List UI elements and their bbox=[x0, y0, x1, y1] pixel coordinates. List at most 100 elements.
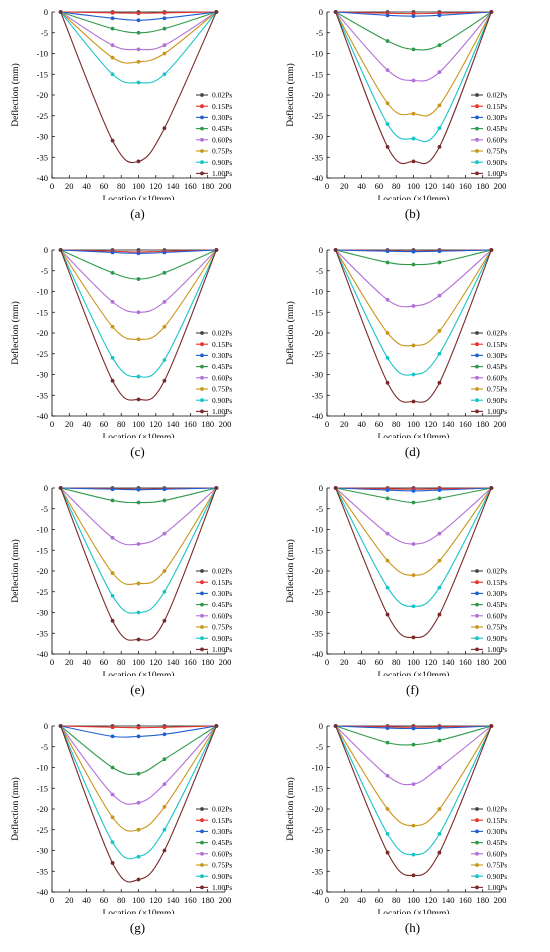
chart-panel-a: 0 20 40 60 80 100 120 140 160 180 200 0 -5 -10 -15 -20 -… bbox=[0, 0, 275, 238]
x-tick-label: 180 bbox=[201, 419, 214, 429]
y-tick-label: -10 bbox=[37, 287, 48, 297]
y-tick-label: -25 bbox=[312, 825, 323, 835]
data-point bbox=[411, 500, 416, 505]
x-tick-label: 140 bbox=[442, 657, 455, 667]
x-axis-title: Location (×10mm) bbox=[377, 432, 449, 438]
x-tick-label: 80 bbox=[117, 657, 126, 667]
legend-swatch-marker bbox=[200, 580, 204, 585]
legend-swatch-marker bbox=[200, 807, 204, 811]
legend-label: 0.90Ps bbox=[212, 396, 232, 405]
data-point bbox=[411, 635, 416, 640]
data-point bbox=[110, 26, 115, 31]
x-axis-title: Location (×10mm) bbox=[102, 194, 174, 200]
x-tick-label: 20 bbox=[65, 419, 74, 429]
legend-label: 0.15Ps bbox=[487, 816, 507, 825]
series-line bbox=[60, 249, 217, 340]
data-point bbox=[58, 248, 63, 252]
data-point bbox=[136, 374, 141, 379]
data-point bbox=[385, 356, 390, 360]
data-point bbox=[110, 43, 115, 48]
data-point bbox=[489, 724, 494, 728]
legend-label: 0.90Ps bbox=[487, 396, 507, 405]
series-0.60Ps bbox=[333, 248, 494, 308]
legend-label: 0.02Ps bbox=[212, 567, 232, 576]
data-point bbox=[214, 724, 219, 728]
legend-label: 0.02Ps bbox=[212, 91, 232, 100]
data-point bbox=[437, 496, 442, 501]
data-point bbox=[162, 126, 167, 131]
data-point bbox=[136, 827, 141, 832]
data-point bbox=[110, 618, 115, 623]
x-tick-label: 20 bbox=[65, 895, 74, 905]
data-point bbox=[385, 850, 390, 855]
data-point bbox=[385, 122, 390, 126]
y-tick-label: -25 bbox=[37, 111, 48, 121]
x-tick-label: 20 bbox=[340, 181, 349, 191]
x-tick-label: 120 bbox=[149, 895, 162, 905]
data-point bbox=[411, 14, 416, 19]
x-tick-label: 200 bbox=[219, 419, 232, 429]
y-tick-label: 0 bbox=[319, 483, 323, 493]
y-tick-label: -5 bbox=[316, 266, 323, 276]
legend-swatch-marker bbox=[200, 863, 204, 867]
x-tick-label: 200 bbox=[494, 419, 507, 429]
legend-label: 0.30Ps bbox=[487, 351, 507, 360]
series-0.75Ps bbox=[333, 724, 494, 828]
data-point bbox=[437, 765, 442, 770]
legend-swatch-marker bbox=[475, 387, 479, 391]
panel-label: (h) bbox=[404, 920, 421, 935]
y-axis-title: Deflection (mm) bbox=[10, 539, 21, 603]
x-tick-label: 60 bbox=[375, 895, 384, 905]
x-axis-title: Location (×10mm) bbox=[102, 670, 174, 676]
data-point bbox=[385, 726, 390, 730]
legend-swatch-marker bbox=[475, 636, 479, 641]
y-tick-label: -40 bbox=[37, 173, 48, 183]
x-tick-label: 200 bbox=[219, 895, 232, 905]
y-tick-label: -25 bbox=[312, 349, 323, 359]
x-tick-label: 0 bbox=[325, 181, 329, 191]
data-point bbox=[385, 68, 390, 72]
legend-label: 0.90Ps bbox=[212, 634, 232, 643]
data-point bbox=[385, 612, 390, 617]
data-point bbox=[411, 852, 416, 857]
legend-label: 0.15Ps bbox=[212, 340, 232, 349]
x-tick-label: 140 bbox=[167, 895, 180, 905]
x-tick-label: 0 bbox=[50, 419, 54, 429]
x-tick-label: 160 bbox=[459, 419, 472, 429]
legend-swatch-marker bbox=[475, 647, 479, 652]
deflection-chart: 0 20 40 60 80 100 120 140 160 180 200 0 -5 -10 -15 -20 -… bbox=[285, 7, 507, 200]
x-tick-label: 160 bbox=[184, 657, 197, 667]
legend-swatch-marker bbox=[200, 874, 204, 879]
data-point bbox=[385, 773, 390, 778]
deflection-chart: 0 20 40 60 80 100 120 140 160 180 200 0 -5 -10 -15 -20 -… bbox=[10, 245, 232, 438]
y-tick-label: -20 bbox=[312, 328, 323, 338]
legend-label: 0.45Ps bbox=[212, 124, 232, 133]
x-tick-label: 120 bbox=[424, 181, 437, 191]
panel-label: (d) bbox=[404, 444, 421, 459]
y-tick-label: -10 bbox=[312, 763, 323, 773]
data-point bbox=[437, 380, 442, 385]
legend-label: 0.02Ps bbox=[487, 805, 507, 814]
data-point bbox=[136, 800, 141, 805]
legend-label: 1.00Ps bbox=[487, 883, 507, 892]
data-point bbox=[333, 248, 338, 252]
legend-swatch-marker bbox=[475, 149, 479, 153]
deflection-chart: 0 20 40 60 80 100 120 140 160 180 200 0 -5 -10 -15 -20 -… bbox=[10, 721, 232, 914]
legend-label: 0.60Ps bbox=[212, 849, 232, 858]
legend-swatch-marker bbox=[475, 885, 479, 890]
legend-swatch-marker bbox=[475, 137, 479, 142]
legend-swatch-marker bbox=[475, 863, 479, 867]
x-tick-label: 140 bbox=[167, 419, 180, 429]
data-point bbox=[385, 807, 390, 811]
x-tick-label: 180 bbox=[476, 419, 489, 429]
legend-swatch-marker bbox=[200, 387, 204, 391]
legend-label: 0.15Ps bbox=[212, 102, 232, 111]
x-tick-label: 100 bbox=[132, 895, 145, 905]
legend-swatch-marker bbox=[200, 647, 204, 652]
data-point bbox=[385, 39, 390, 43]
data-point bbox=[136, 310, 141, 315]
y-tick-label: -15 bbox=[312, 69, 323, 79]
y-tick-label: 0 bbox=[44, 7, 48, 17]
chart-panel-c: 0 20 40 60 80 100 120 140 160 180 200 0 -5 -10 -15 -20 -… bbox=[0, 238, 275, 476]
data-point bbox=[58, 10, 63, 14]
